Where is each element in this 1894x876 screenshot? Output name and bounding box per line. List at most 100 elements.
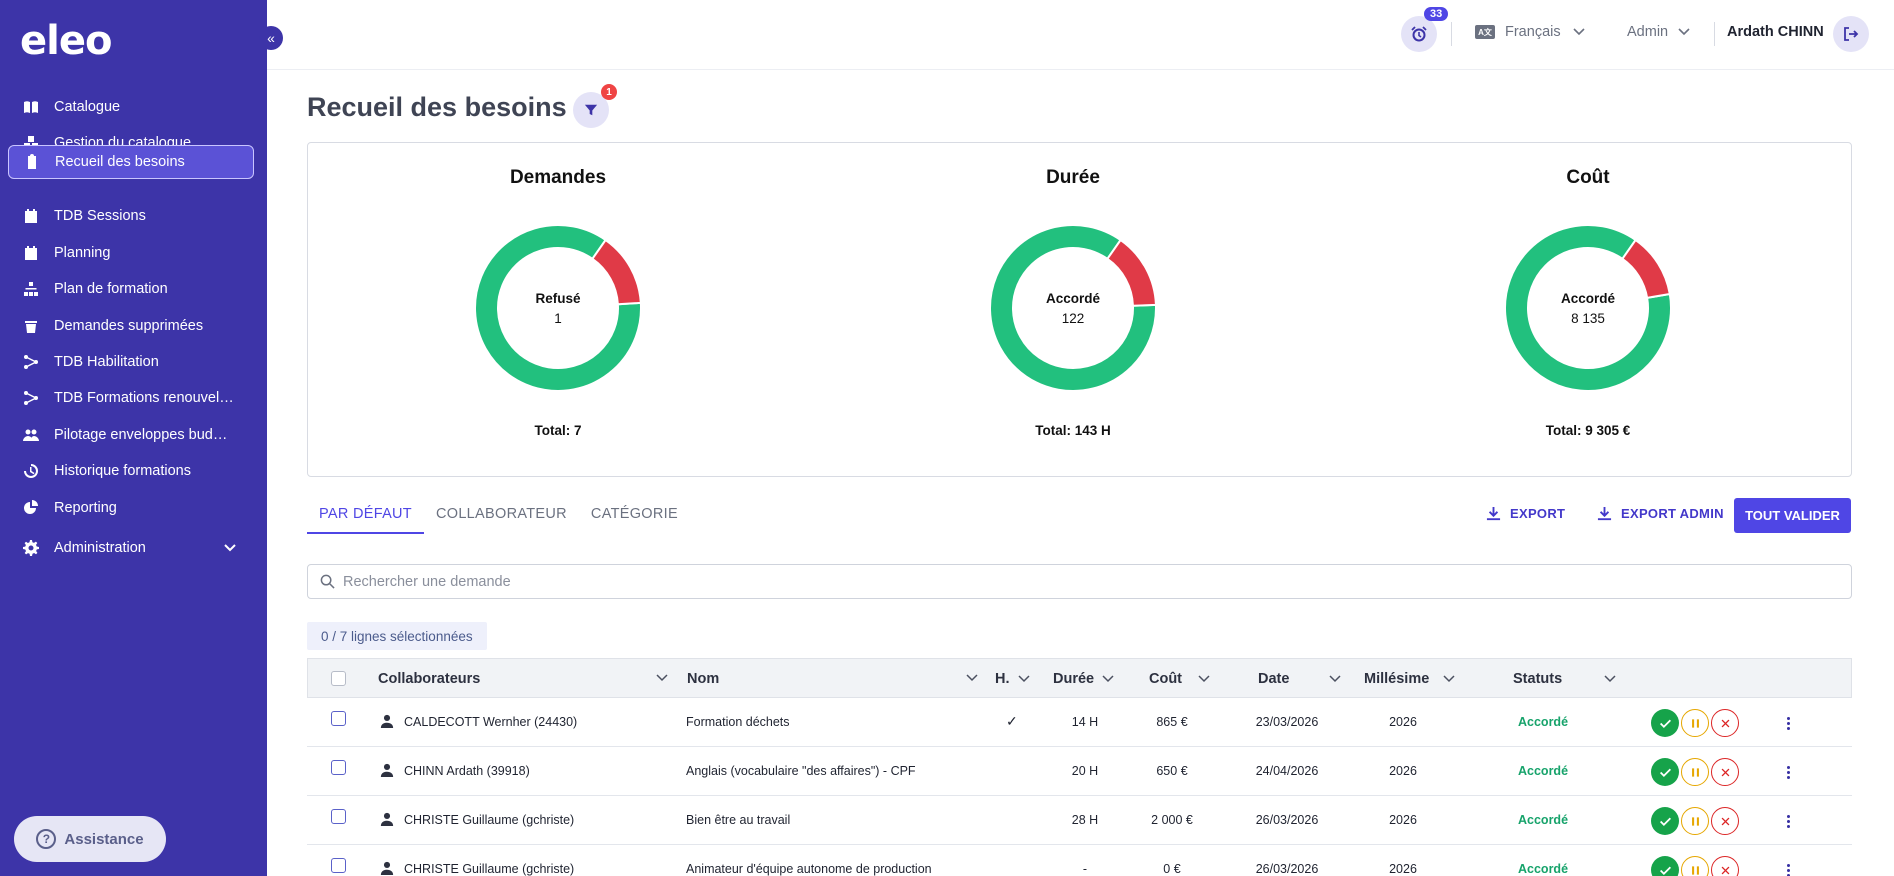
check-icon: [1659, 768, 1671, 777]
reject-button[interactable]: [1711, 758, 1739, 786]
more-options-icon[interactable]: [1780, 714, 1796, 732]
cell-collaborateur: CHRISTE Guillaume (gchriste): [404, 813, 575, 827]
language-select[interactable]: A文 Français: [1475, 24, 1585, 40]
select-all-checkbox[interactable]: [331, 671, 346, 686]
sidebar-item-pilotage[interactable]: Pilotage enveloppes budgét...: [8, 416, 254, 454]
chevron-down-icon: [1102, 671, 1114, 687]
row-checkbox[interactable]: [331, 809, 346, 824]
cell-millesime: 2026: [1389, 715, 1417, 729]
table-row[interactable]: CHRISTE Guillaume (gchriste) Animateur d…: [307, 845, 1852, 876]
sidebar-item-tdb-formations[interactable]: TDB Formations renouvela...: [8, 379, 254, 417]
sidebar-item-planning[interactable]: Planning: [8, 234, 254, 272]
donut-slice-refuse[interactable]: [1621, 238, 1671, 300]
column-header-duree[interactable]: Durée: [1053, 671, 1114, 687]
cell-cout: 2 000 €: [1151, 813, 1193, 827]
table-row[interactable]: CALDECOTT Wernher (24430) Formation déch…: [307, 698, 1852, 747]
column-header-h[interactable]: H.: [995, 671, 1030, 687]
sitemap-icon: [22, 280, 40, 298]
export-admin-button[interactable]: EXPORT ADMIN: [1597, 506, 1724, 521]
cell-cout: 0 €: [1163, 862, 1181, 876]
chart-total: Total: 143 H: [1035, 423, 1111, 438]
chart-title: Durée: [1046, 167, 1100, 188]
donut-slice-accorde[interactable]: [989, 224, 1157, 392]
sidebar-item-reporting[interactable]: Reporting: [8, 489, 254, 527]
column-header-nom[interactable]: Nom: [687, 671, 719, 687]
sidebar-item-recueil-besoins[interactable]: Recueil des besoins: [8, 145, 254, 179]
cell-h: ✓: [1006, 713, 1018, 729]
more-options-icon[interactable]: [1780, 812, 1796, 830]
sidebar-item-administration[interactable]: Administration: [8, 529, 254, 567]
column-header-label: Millésime: [1364, 671, 1430, 687]
column-header-collaborateurs[interactable]: Collaborateurs: [378, 671, 480, 687]
export-button[interactable]: EXPORT: [1486, 506, 1565, 521]
alarm-button[interactable]: [1401, 16, 1437, 52]
column-header-label: Coût: [1149, 671, 1183, 687]
more-options-icon[interactable]: [1780, 763, 1796, 781]
tab-par-defaut[interactable]: PAR DÉFAUT: [307, 500, 424, 534]
donut-slice-refuse[interactable]: [1106, 238, 1157, 307]
donut-chart: [474, 224, 642, 392]
tab-collaborateur[interactable]: COLLABORATEUR: [435, 506, 567, 522]
column-header-cout[interactable]: Coût: [1149, 671, 1210, 687]
pause-button[interactable]: [1681, 856, 1709, 876]
logout-icon: [1844, 27, 1859, 41]
role-select[interactable]: Admin: [1627, 24, 1690, 40]
donut-slice-refuse[interactable]: [591, 238, 642, 306]
cell-duree: -: [1082, 862, 1088, 876]
column-header-label: Durée: [1053, 671, 1095, 687]
approve-button[interactable]: [1651, 709, 1679, 737]
assistance-button[interactable]: ? Assistance: [14, 816, 166, 862]
double-chevron-left-icon: «: [267, 30, 275, 46]
validate-all-button[interactable]: TOUT VALIDER: [1734, 498, 1851, 533]
column-header-date[interactable]: Date: [1258, 671, 1341, 687]
chart-center-label: Accordé: [1560, 291, 1616, 306]
more-options-icon[interactable]: [1780, 861, 1796, 876]
chevron-down-icon: [1678, 28, 1690, 36]
sidebar-item-label: TDB Formations renouvela...: [54, 390, 234, 406]
language-icon: A文: [1475, 25, 1495, 39]
approve-button[interactable]: [1651, 856, 1679, 876]
donut-slice-accorde[interactable]: [474, 224, 642, 392]
sidebar-item-historique[interactable]: Historique formations: [8, 452, 254, 490]
sidebar-item-demandes-supprimees[interactable]: Demandes supprimées: [8, 307, 254, 345]
approve-button[interactable]: [1651, 758, 1679, 786]
row-checkbox[interactable]: [331, 760, 346, 775]
chevron-down-icon[interactable]: [656, 674, 668, 682]
table-row[interactable]: CHINN Ardath (39918) Anglais (vocabulair…: [307, 747, 1852, 796]
network-icon: [22, 389, 40, 407]
donut-slice-accorde[interactable]: [1504, 224, 1672, 392]
tab-categorie[interactable]: CATÉGORIE: [590, 506, 678, 522]
pause-button[interactable]: [1681, 758, 1709, 786]
chart-center-label: Accordé: [1045, 291, 1101, 306]
pause-button[interactable]: [1681, 807, 1709, 835]
sidebar-item-tdb-sessions[interactable]: TDB Sessions: [8, 197, 254, 235]
cell-date: 26/03/2026: [1255, 862, 1319, 876]
reject-button[interactable]: [1711, 856, 1739, 876]
table-row[interactable]: CHRISTE Guillaume (gchriste) Bien être a…: [307, 796, 1852, 845]
app-logo: eleo: [20, 18, 112, 64]
row-checkbox[interactable]: [331, 858, 346, 873]
column-header-statuts[interactable]: Statuts: [1513, 671, 1616, 687]
search-input[interactable]: [343, 573, 1743, 590]
sidebar-item-tdb-habilitation[interactable]: TDB Habilitation: [8, 343, 254, 381]
chevron-down-icon: [1017, 671, 1030, 687]
column-header-millesime[interactable]: Millésime: [1364, 671, 1455, 687]
cell-collaborateur: CALDECOTT Wernher (24430): [404, 715, 578, 729]
donut-chart: [1504, 224, 1672, 392]
collapse-sidebar-button[interactable]: «: [259, 26, 283, 50]
row-checkbox[interactable]: [331, 711, 346, 726]
cell-millesime: 2026: [1389, 813, 1417, 827]
cell-nom: Anglais (vocabulaire "des affaires") - C…: [686, 764, 916, 778]
chart-total: Total: 7: [534, 423, 582, 438]
check-icon: [1659, 866, 1671, 875]
sidebar-item-catalogue[interactable]: Catalogue: [8, 88, 254, 126]
download-icon: [1486, 506, 1501, 521]
sidebar-item-plan-formation[interactable]: Plan de formation: [8, 270, 254, 308]
chevron-down-icon[interactable]: [966, 674, 978, 682]
reject-button[interactable]: [1711, 807, 1739, 835]
reject-button[interactable]: [1711, 709, 1739, 737]
logout-button[interactable]: [1833, 16, 1869, 52]
pause-button[interactable]: [1681, 709, 1709, 737]
approve-button[interactable]: [1651, 807, 1679, 835]
status-badge: Accordé: [1518, 813, 1569, 827]
